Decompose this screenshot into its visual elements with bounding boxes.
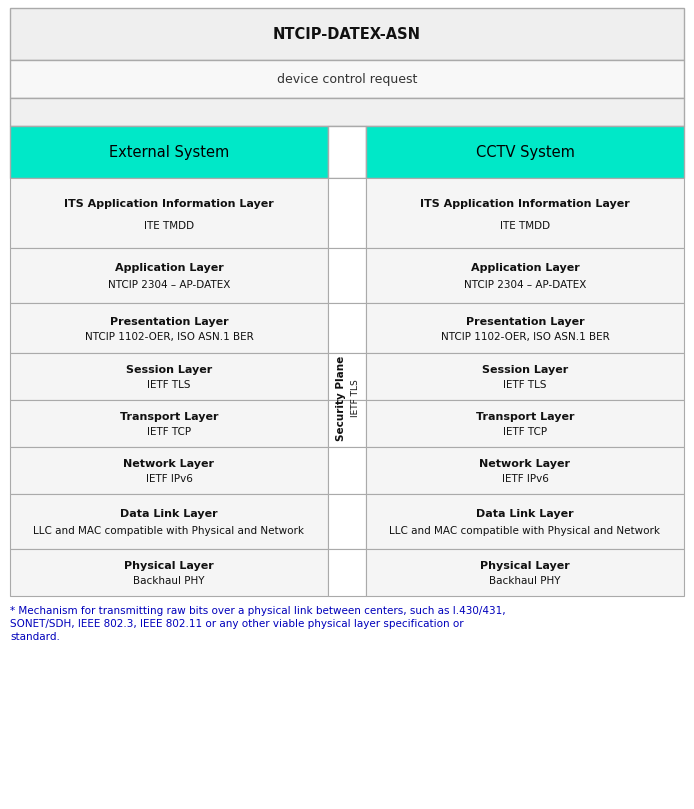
Text: IETF TLS: IETF TLS (503, 380, 547, 390)
Bar (366, 178, 684, 248)
Bar (366, 494, 684, 549)
Bar (10, 303, 328, 353)
Text: standard.: standard. (10, 632, 60, 642)
Bar (10, 494, 328, 549)
Text: Application Layer: Application Layer (115, 264, 223, 273)
Text: Transport Layer: Transport Layer (476, 413, 574, 422)
Text: Application Layer: Application Layer (471, 264, 579, 273)
Text: Physical Layer: Physical Layer (124, 561, 214, 571)
Bar (328, 303, 366, 353)
Text: Presentation Layer: Presentation Layer (110, 316, 228, 327)
Text: Physical Layer: Physical Layer (480, 561, 570, 571)
Bar (366, 126, 684, 178)
Text: Backhaul PHY: Backhaul PHY (489, 576, 561, 586)
Bar (10, 8, 684, 60)
Text: IETF TCP: IETF TCP (147, 427, 191, 437)
Text: IETF TCP: IETF TCP (503, 427, 547, 437)
Text: SONET/SDH, IEEE 802.3, IEEE 802.11 or any other viable physical layer specificat: SONET/SDH, IEEE 802.3, IEEE 802.11 or an… (10, 619, 464, 629)
Bar (366, 353, 684, 400)
Bar (10, 126, 328, 178)
Text: Session Layer: Session Layer (482, 366, 568, 375)
Text: IETF TLS: IETF TLS (351, 379, 360, 417)
Bar (10, 98, 684, 126)
Text: device control request: device control request (277, 73, 417, 86)
Text: Session Layer: Session Layer (126, 366, 212, 375)
Bar (366, 248, 684, 303)
Text: NTCIP 1102-OER, ISO ASN.1 BER: NTCIP 1102-OER, ISO ASN.1 BER (85, 332, 253, 342)
Text: LLC and MAC compatible with Physical and Network: LLC and MAC compatible with Physical and… (33, 527, 305, 536)
Bar (328, 400, 366, 447)
Bar (10, 400, 328, 447)
Text: Security Plane: Security Plane (337, 356, 346, 441)
Bar (366, 447, 684, 494)
Text: ITE TMDD: ITE TMDD (144, 221, 194, 231)
Text: NTCIP 2304 – AP-DATEX: NTCIP 2304 – AP-DATEX (464, 281, 586, 290)
Text: Presentation Layer: Presentation Layer (466, 316, 584, 327)
Bar (328, 447, 366, 494)
Text: NTCIP-DATEX-ASN: NTCIP-DATEX-ASN (273, 27, 421, 41)
Text: External System: External System (109, 145, 229, 159)
Text: NTCIP 1102-OER, ISO ASN.1 BER: NTCIP 1102-OER, ISO ASN.1 BER (441, 332, 609, 342)
Text: Transport Layer: Transport Layer (120, 413, 218, 422)
Bar (328, 549, 366, 596)
Text: Data Link Layer: Data Link Layer (476, 510, 574, 519)
Text: IETF IPv6: IETF IPv6 (146, 474, 192, 484)
Text: Network Layer: Network Layer (480, 460, 570, 469)
Bar (366, 400, 684, 447)
Text: IETF IPv6: IETF IPv6 (502, 474, 548, 484)
Bar (328, 494, 366, 549)
Bar (10, 353, 328, 400)
Text: Backhaul PHY: Backhaul PHY (133, 576, 205, 586)
Text: ITE TMDD: ITE TMDD (500, 221, 550, 231)
Bar (10, 549, 328, 596)
Bar (328, 248, 366, 303)
Text: Data Link Layer: Data Link Layer (120, 510, 218, 519)
Bar (10, 447, 328, 494)
Text: NTCIP 2304 – AP-DATEX: NTCIP 2304 – AP-DATEX (108, 281, 230, 290)
Text: ITS Application Information Layer: ITS Application Information Layer (420, 199, 630, 209)
Bar (10, 60, 684, 98)
Text: CCTV System: CCTV System (475, 145, 575, 159)
Text: * Mechanism for transmitting raw bits over a physical link between centers, such: * Mechanism for transmitting raw bits ov… (10, 606, 506, 616)
Bar (366, 549, 684, 596)
Text: IETF TLS: IETF TLS (147, 380, 191, 390)
Bar (10, 248, 328, 303)
Text: Network Layer: Network Layer (124, 460, 214, 469)
Bar (328, 126, 366, 178)
Bar (366, 303, 684, 353)
Bar (328, 353, 366, 400)
Text: ITS Application Information Layer: ITS Application Information Layer (64, 199, 274, 209)
Bar (10, 178, 328, 248)
Bar (328, 178, 366, 248)
Text: LLC and MAC compatible with Physical and Network: LLC and MAC compatible with Physical and… (389, 527, 661, 536)
